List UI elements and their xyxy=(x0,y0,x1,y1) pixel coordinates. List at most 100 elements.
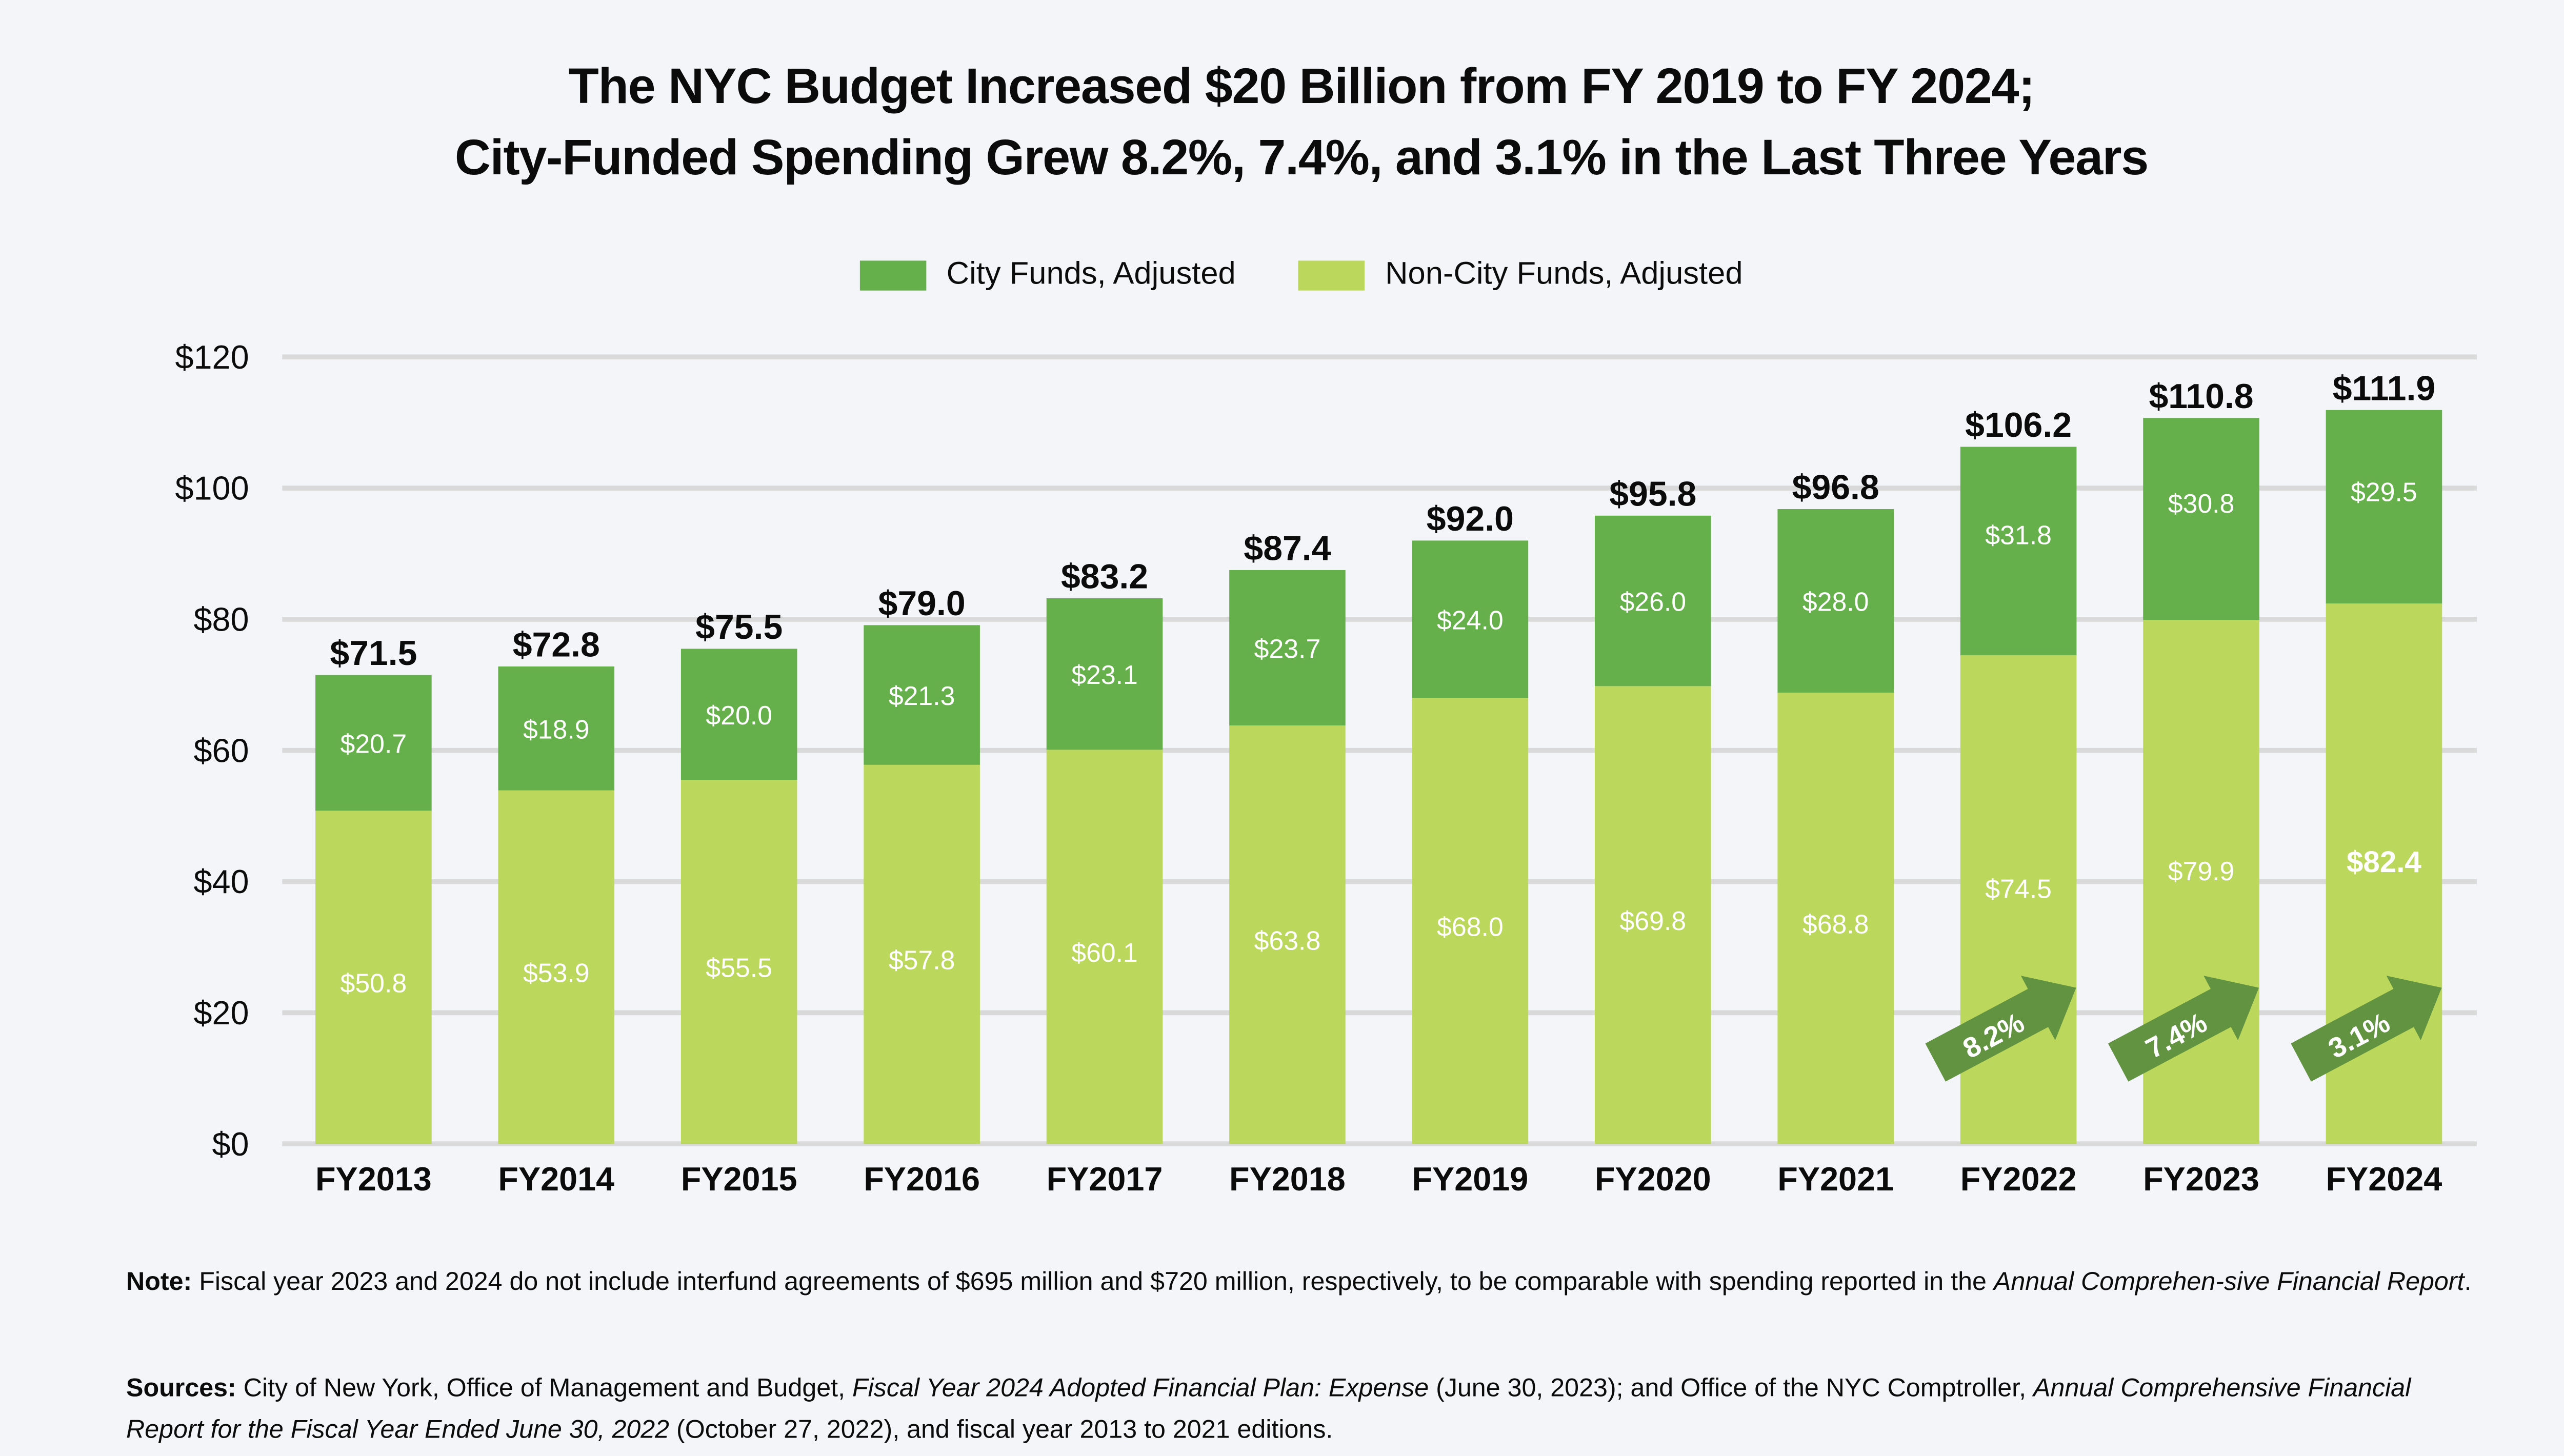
x-tick-label: FY2022 xyxy=(1960,1160,2077,1198)
y-tick-label: $40 xyxy=(194,863,249,900)
arrow-shape xyxy=(1925,976,2076,1082)
bar-segment-city xyxy=(680,649,797,780)
bar-segment-city xyxy=(1046,598,1163,750)
x-tick-label: FY2021 xyxy=(1777,1160,1894,1198)
arrow-shape xyxy=(2291,976,2442,1082)
y-tick-label: $0 xyxy=(212,1125,249,1163)
bar-label-city: $23.7 xyxy=(1254,634,1321,663)
bar-label-city: $23.1 xyxy=(1071,660,1138,690)
note-end: . xyxy=(2464,1268,2472,1297)
gridline xyxy=(282,879,2477,884)
y-tick-label: $80 xyxy=(194,601,249,638)
bar-label-non-city: $68.8 xyxy=(1802,909,1869,939)
y-tick-label: $120 xyxy=(175,338,249,376)
bar-label-city: $26.0 xyxy=(1619,587,1686,616)
bar-label-city: $20.7 xyxy=(340,729,407,758)
sources-body-3: (October 27, 2022), and fiscal year 2013… xyxy=(669,1416,1333,1445)
bar-total-label: $83.2 xyxy=(1061,557,1148,596)
bar-total-label: $72.8 xyxy=(513,625,600,664)
bar-segment-non-city xyxy=(1229,725,1346,1144)
x-tick-label: FY2014 xyxy=(498,1160,614,1198)
bar-segment-non-city xyxy=(864,764,980,1144)
bar-label-non-city: $74.5 xyxy=(1985,874,2052,903)
bar-label-city: $18.9 xyxy=(523,714,590,744)
bar-label-non-city: $55.5 xyxy=(706,953,772,982)
bar-label-city: $31.8 xyxy=(1985,520,2052,550)
sources-text: Sources: City of New York, Office of Man… xyxy=(126,1368,2483,1451)
legend: City Funds, Adjusted Non-City Funds, Adj… xyxy=(0,257,2564,294)
bar-segment-city xyxy=(498,666,615,791)
bar-total-label: $92.0 xyxy=(1427,499,1514,538)
x-tick-label: FY2018 xyxy=(1229,1160,1346,1198)
x-tick-label: FY2016 xyxy=(864,1160,980,1198)
y-tick-label: $20 xyxy=(194,994,249,1032)
chart-title-line-2: City-Funded Spending Grew 8.2%, 7.4%, an… xyxy=(454,131,2149,186)
legend-label-city-funds: City Funds, Adjusted xyxy=(946,257,1236,292)
bar-total-label: $75.5 xyxy=(695,608,783,646)
bar-segment-non-city xyxy=(1046,750,1163,1144)
bar-segment-non-city xyxy=(315,811,432,1144)
gridline xyxy=(282,354,2477,360)
x-tick-label: FY2024 xyxy=(2326,1160,2442,1198)
legend-swatch-city-funds xyxy=(860,260,927,291)
legend-item-non-city-funds: Non-City Funds, Adjusted xyxy=(1298,257,1743,294)
sources-body-2: (June 30, 2023); and Office of the NYC C… xyxy=(1429,1374,2034,1403)
bar-label-non-city: $69.8 xyxy=(1619,906,1686,936)
bar-segment-city xyxy=(315,675,432,811)
note-italic: Annual Comprehen-sive Financial Report xyxy=(1993,1268,2465,1297)
arrow-shape xyxy=(2108,976,2259,1082)
gridline xyxy=(282,617,2477,622)
bar-label-city: $20.0 xyxy=(706,700,772,730)
gridline xyxy=(282,486,2477,491)
note-label: Note: xyxy=(126,1268,192,1297)
y-tick-label: $100 xyxy=(175,470,249,507)
bar-label-non-city: $57.8 xyxy=(889,945,955,975)
chart-title-line-1: The NYC Budget Increased $20 Billion fro… xyxy=(568,59,2035,115)
sources-italic-2: Annual Comprehensive Financial Report fo… xyxy=(126,1374,2411,1445)
bar-total-label: $95.8 xyxy=(1609,474,1696,513)
bar-label-non-city: $79.9 xyxy=(2168,856,2235,886)
bar-label-non-city: $63.8 xyxy=(1254,925,1321,955)
bar-total-label: $71.5 xyxy=(330,634,417,673)
bar-label-city: $24.0 xyxy=(1437,605,1504,635)
bar-label-non-city: $68.0 xyxy=(1437,912,1504,941)
bar-segment-city xyxy=(2143,418,2259,620)
sources-body-1: City of New York, Office of Management a… xyxy=(236,1374,852,1403)
bar-label-city: $30.8 xyxy=(2168,489,2235,518)
bar-total-label: $96.8 xyxy=(1792,468,1879,507)
bar-label-non-city: $60.1 xyxy=(1071,938,1138,967)
bar-label-city: $28.0 xyxy=(1802,587,1869,616)
bar-label-non-city: $82.4 xyxy=(2347,845,2421,879)
x-tick-label: FY2023 xyxy=(2143,1160,2259,1198)
bar-label-city: $21.3 xyxy=(889,681,955,711)
bar-segment-city xyxy=(864,625,980,765)
bar-total-label: $111.9 xyxy=(2333,369,2435,408)
bar-total-label: $110.8 xyxy=(2149,377,2253,416)
gridline xyxy=(282,747,2477,753)
legend-item-city-funds: City Funds, Adjusted xyxy=(860,257,1236,294)
legend-swatch-non-city-funds xyxy=(1298,260,1366,291)
note-text: Note: Fiscal year 2023 and 2024 do not i… xyxy=(126,1262,2483,1303)
bar-total-label: $106.2 xyxy=(1965,406,2072,444)
bar-label-non-city: $53.9 xyxy=(523,958,590,988)
bar-segment-city xyxy=(1960,447,2077,656)
bar-segment-non-city xyxy=(1594,686,1711,1144)
bar-label-city: $29.5 xyxy=(2351,477,2417,507)
bar-segment-non-city xyxy=(1412,698,1529,1144)
sources-label: Sources: xyxy=(126,1374,236,1403)
x-tick-label: FY2017 xyxy=(1047,1160,1163,1198)
bar-segment-city xyxy=(2326,410,2442,604)
x-tick-label: FY2015 xyxy=(681,1160,797,1198)
bar-segment-non-city xyxy=(1777,693,1894,1144)
bar-segment-non-city xyxy=(680,780,797,1144)
bar-segment-city xyxy=(1777,509,1894,693)
y-tick-label: $60 xyxy=(194,732,249,769)
x-tick-label: FY2013 xyxy=(315,1160,432,1198)
bar-segment-city xyxy=(1229,570,1346,726)
bar-total-label: $87.4 xyxy=(1244,529,1331,568)
note-body: Fiscal year 2023 and 2024 do not include… xyxy=(192,1268,1994,1297)
gridline xyxy=(282,1141,2477,1147)
bar-label-non-city: $50.8 xyxy=(340,968,407,998)
